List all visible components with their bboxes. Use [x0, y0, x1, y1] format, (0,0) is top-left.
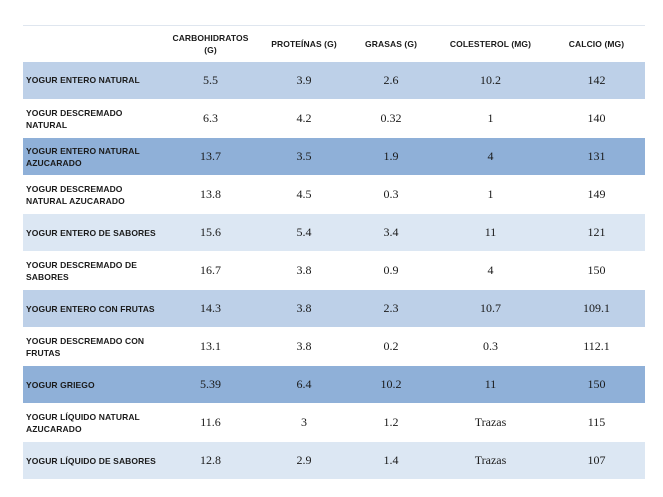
table-row: YOGUR DESCREMADO NATURAL AZUCARADO 13.8 …	[23, 175, 645, 214]
cell-calcio: 140	[548, 99, 645, 138]
header-blank	[23, 26, 162, 62]
cell-proteinas: 3.8	[259, 327, 349, 366]
row-label: YOGUR DESCREMADO CON FRUTAS	[23, 327, 162, 366]
cell-grasas: 1.2	[349, 403, 433, 442]
cell-carbohidratos: 16.7	[162, 251, 259, 290]
cell-carbohidratos: 13.7	[162, 137, 259, 176]
cell-proteinas: 4.2	[259, 99, 349, 138]
cell-colesterol: 11	[433, 213, 548, 252]
cell-proteinas: 3.8	[259, 251, 349, 290]
cell-carbohidratos: 12.8	[162, 441, 259, 480]
cell-calcio: 121	[548, 213, 645, 252]
cell-carbohidratos: 13.8	[162, 175, 259, 214]
cell-proteinas: 3.9	[259, 61, 349, 100]
header-carbohidratos: CARBOHIDRATOS (G)	[172, 32, 249, 55]
table-row: YOGUR DESCREMADO CON FRUTAS 13.1 3.8 0.2…	[23, 327, 645, 366]
row-label: YOGUR LÍQUIDO DE SABORES	[23, 441, 162, 480]
table-row: YOGUR ENTERO CON FRUTAS 14.3 3.8 2.3 10.…	[23, 289, 645, 328]
table-header: CARBOHIDRATOS (G) PROTEÍNAS (G) GRASAS (…	[23, 25, 645, 62]
table-row: YOGUR ENTERO NATURAL AZUCARADO 13.7 3.5 …	[23, 137, 645, 176]
cell-colesterol: 1	[433, 99, 548, 138]
cell-colesterol: Trazas	[433, 441, 548, 480]
cell-calcio: 109.1	[548, 289, 645, 328]
row-label: YOGUR DESCREMADO DE SABORES	[23, 251, 162, 290]
row-label: YOGUR GRIEGO	[23, 365, 162, 404]
cell-colesterol: 0.3	[433, 327, 548, 366]
cell-carbohidratos: 5.39	[162, 365, 259, 404]
cell-proteinas: 4.5	[259, 175, 349, 214]
table-row: YOGUR GRIEGO 5.39 6.4 10.2 11 150	[23, 365, 645, 404]
cell-calcio: 112.1	[548, 327, 645, 366]
table-row: YOGUR LÍQUIDO NATURAL AZUCARADO 11.6 3 1…	[23, 403, 645, 442]
table-row: YOGUR ENTERO NATURAL 5.5 3.9 2.6 10.2 14…	[23, 61, 645, 100]
cell-grasas: 2.3	[349, 289, 433, 328]
header-calcio: CALCIO (MG)	[568, 38, 625, 49]
cell-carbohidratos: 11.6	[162, 403, 259, 442]
cell-colesterol: 1	[433, 175, 548, 214]
cell-calcio: 131	[548, 137, 645, 176]
cell-proteinas: 5.4	[259, 213, 349, 252]
cell-calcio: 150	[548, 365, 645, 404]
header-row: CARBOHIDRATOS (G) PROTEÍNAS (G) GRASAS (…	[23, 25, 645, 62]
nutrition-table: CARBOHIDRATOS (G) PROTEÍNAS (G) GRASAS (…	[23, 25, 645, 480]
cell-proteinas: 3	[259, 403, 349, 442]
nutrition-table-container: CARBOHIDRATOS (G) PROTEÍNAS (G) GRASAS (…	[23, 25, 645, 480]
cell-carbohidratos: 14.3	[162, 289, 259, 328]
table-row: YOGUR ENTERO DE SABORES 15.6 5.4 3.4 11 …	[23, 213, 645, 252]
cell-colesterol: Trazas	[433, 403, 548, 442]
row-label: YOGUR DESCREMADO NATURAL	[23, 99, 162, 138]
cell-colesterol: 4	[433, 137, 548, 176]
cell-calcio: 142	[548, 61, 645, 100]
row-label: YOGUR ENTERO NATURAL	[23, 61, 162, 100]
cell-grasas: 3.4	[349, 213, 433, 252]
cell-proteinas: 3.5	[259, 137, 349, 176]
cell-calcio: 107	[548, 441, 645, 480]
header-colesterol: COLESTEROL (MG)	[449, 38, 532, 49]
cell-colesterol: 4	[433, 251, 548, 290]
table-row: YOGUR LÍQUIDO DE SABORES 12.8 2.9 1.4 Tr…	[23, 441, 645, 480]
row-label: YOGUR ENTERO NATURAL AZUCARADO	[23, 137, 162, 176]
cell-colesterol: 10.7	[433, 289, 548, 328]
cell-carbohidratos: 15.6	[162, 213, 259, 252]
cell-grasas: 1.9	[349, 137, 433, 176]
cell-grasas: 10.2	[349, 365, 433, 404]
table-row: YOGUR DESCREMADO NATURAL 6.3 4.2 0.32 1 …	[23, 99, 645, 138]
cell-proteinas: 3.8	[259, 289, 349, 328]
cell-calcio: 149	[548, 175, 645, 214]
row-label: YOGUR ENTERO DE SABORES	[23, 213, 162, 252]
cell-proteinas: 6.4	[259, 365, 349, 404]
cell-carbohidratos: 13.1	[162, 327, 259, 366]
row-label: YOGUR DESCREMADO NATURAL AZUCARADO	[23, 175, 162, 214]
cell-carbohidratos: 5.5	[162, 61, 259, 100]
cell-grasas: 0.3	[349, 175, 433, 214]
cell-grasas: 0.32	[349, 99, 433, 138]
header-grasas: GRASAS (G)	[365, 38, 417, 49]
cell-proteinas: 2.9	[259, 441, 349, 480]
cell-grasas: 0.2	[349, 327, 433, 366]
cell-grasas: 2.6	[349, 61, 433, 100]
cell-colesterol: 10.2	[433, 61, 548, 100]
header-proteinas: PROTEÍNAS (G)	[271, 38, 337, 49]
cell-calcio: 115	[548, 403, 645, 442]
row-label: YOGUR ENTERO CON FRUTAS	[23, 289, 162, 328]
cell-carbohidratos: 6.3	[162, 99, 259, 138]
cell-calcio: 150	[548, 251, 645, 290]
cell-colesterol: 11	[433, 365, 548, 404]
table-row: YOGUR DESCREMADO DE SABORES 16.7 3.8 0.9…	[23, 251, 645, 290]
row-label: YOGUR LÍQUIDO NATURAL AZUCARADO	[23, 403, 162, 442]
table-body: YOGUR ENTERO NATURAL 5.5 3.9 2.6 10.2 14…	[23, 61, 645, 480]
cell-grasas: 0.9	[349, 251, 433, 290]
cell-grasas: 1.4	[349, 441, 433, 480]
